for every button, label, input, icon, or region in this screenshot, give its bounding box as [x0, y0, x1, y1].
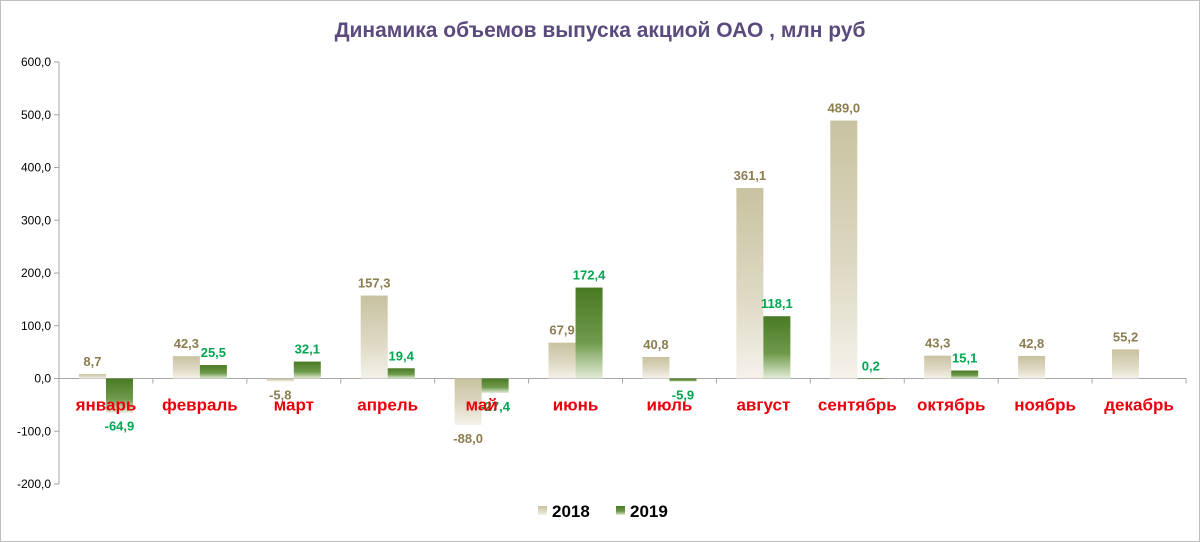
- category-label-7: июль: [647, 396, 693, 415]
- data-label-2018-4: 157,3: [358, 276, 391, 291]
- y-tick-label: 0,0: [34, 372, 51, 386]
- legend-label-2019: 2019: [630, 502, 668, 521]
- data-label-2018-8: 361,1: [734, 168, 767, 183]
- bar-2018-7: [642, 356, 670, 379]
- y-tick-label: 300,0: [21, 213, 51, 227]
- data-label-2018-11: 42,8: [1019, 336, 1044, 351]
- data-label-2019-9: 0,2: [862, 358, 880, 373]
- category-label-11: ноябрь: [1014, 396, 1076, 415]
- category-label-9: сентябрь: [818, 396, 897, 415]
- data-label-2019-6: 172,4: [573, 268, 606, 283]
- bar-2019-4: [387, 368, 415, 379]
- bar-2018-6: [548, 342, 576, 379]
- data-label-2019-10: 15,1: [952, 351, 977, 366]
- bar-2018-8: [736, 188, 764, 379]
- data-label-2018-10: 43,3: [925, 336, 950, 351]
- category-label-3: март: [274, 396, 314, 415]
- y-tick-label: 500,0: [21, 108, 51, 122]
- y-tick-label: -200,0: [17, 477, 51, 491]
- y-tick-label: 100,0: [21, 319, 51, 333]
- legend-label-2018: 2018: [552, 502, 590, 521]
- data-label-2019-8: 118,1: [761, 296, 793, 311]
- bar-2019-7: [669, 378, 697, 382]
- bars: [78, 120, 1140, 425]
- bar-2019-2: [199, 365, 227, 379]
- category-label-5: май: [465, 396, 497, 415]
- bar-2019-6: [575, 287, 603, 379]
- data-labels: 8,7 42,3 -5,8 157,3 -88,0 67,9 40,8 361,1 489,0 4…: [83, 101, 1138, 446]
- bar-2018-3: [266, 378, 294, 382]
- category-label-10: октябрь: [917, 396, 985, 415]
- data-label-2019-1: -64,9: [105, 419, 135, 434]
- bar-2018-11: [1018, 355, 1046, 379]
- y-tick-label: 400,0: [21, 161, 51, 175]
- data-label-2019-5: -27,4: [480, 399, 510, 414]
- category-label-4: апрель: [357, 396, 418, 415]
- data-label-2018-9: 489,0: [828, 101, 861, 116]
- data-label-2019-7: -5,9: [672, 388, 694, 403]
- bar-2018-5: [454, 378, 482, 425]
- bar-2019-8: [763, 316, 791, 379]
- bar-2018-10: [924, 355, 952, 379]
- data-label-2018-7: 40,8: [643, 337, 668, 352]
- data-label-2018-1: 8,7: [83, 354, 101, 369]
- bar-2019-1: [105, 378, 133, 413]
- chart-title: Динамика объемов выпуска акциой ОАО , мл…: [335, 19, 866, 42]
- data-label-2018-2: 42,3: [174, 336, 199, 351]
- y-tick-label: -100,0: [17, 424, 51, 438]
- data-label-2018-12: 55,2: [1113, 329, 1138, 344]
- category-label-2: февраль: [162, 396, 238, 415]
- bar-2018-4: [360, 295, 388, 379]
- y-tick-label: 600,0: [21, 55, 51, 69]
- legend-swatch-2018: [538, 506, 547, 515]
- bar-2019-10: [951, 370, 979, 379]
- bar-2019-9: [857, 378, 885, 380]
- data-label-2018-3: -5,8: [269, 388, 291, 403]
- data-label-2018-6: 67,9: [549, 323, 574, 338]
- category-label-6: июнь: [553, 396, 599, 415]
- category-label-1: январь: [75, 396, 137, 415]
- category-labels: январь февраль март апрель май июнь июль август…: [75, 396, 1174, 415]
- bar-2019-5: [481, 378, 509, 393]
- category-label-8: август: [736, 396, 790, 415]
- category-label-12: декабрь: [1104, 396, 1174, 415]
- bar-2018-1: [78, 373, 106, 379]
- data-label-2019-3: 32,1: [295, 342, 320, 357]
- y-tick-label: 200,0: [21, 266, 51, 280]
- legend-swatch-2019: [616, 506, 625, 515]
- axes: 600,0 500,0 400,0 300,0 200,0 100,0 0,0 -100,0 -…: [17, 55, 1187, 491]
- bar-2019-3: [293, 361, 321, 379]
- bar-2018-12: [1112, 349, 1140, 379]
- bar-2018-2: [172, 356, 200, 379]
- data-label-2019-4: 19,4: [389, 348, 415, 363]
- legend: 2018 2019: [538, 502, 668, 521]
- bar-2018-9: [830, 120, 858, 379]
- data-label-2018-5: -88,0: [453, 431, 483, 446]
- data-label-2019-2: 25,5: [201, 345, 226, 360]
